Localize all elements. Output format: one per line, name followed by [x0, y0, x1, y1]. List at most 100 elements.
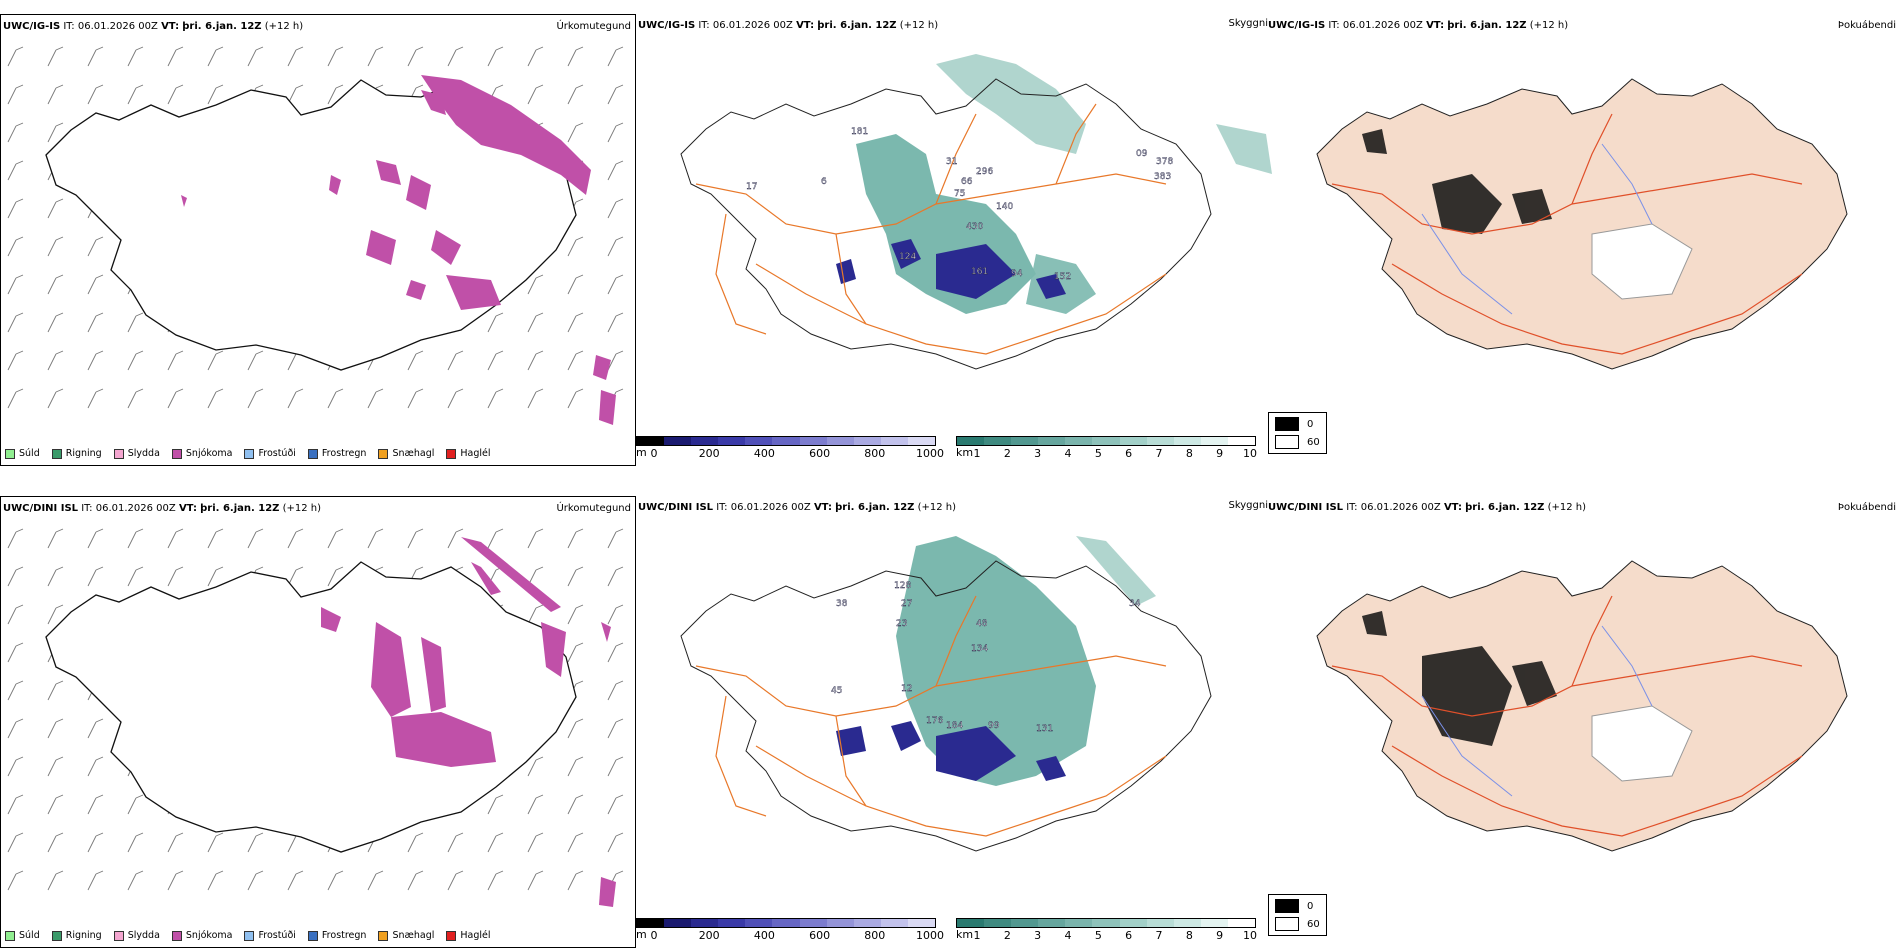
- panel-title: Þokuábendi: [1837, 20, 1896, 31]
- road-network: [1331, 113, 1803, 355]
- colorbar-swatch: [1227, 437, 1256, 445]
- wind-barb: [7, 274, 24, 295]
- wind-barb: [207, 528, 224, 549]
- colorbar-swatch: [1011, 919, 1039, 927]
- wind-barb: [47, 870, 64, 891]
- wind-barb: [167, 350, 184, 371]
- wind-barb: [447, 46, 464, 67]
- visibility-value-label: 430: [966, 222, 983, 232]
- wind-barb: [567, 46, 584, 67]
- snow-areas: [181, 75, 616, 425]
- wind-barb: [527, 756, 544, 777]
- wind-barb: [47, 312, 64, 333]
- legend-item: Haglél: [446, 448, 491, 459]
- visibility-value-label: 383: [1154, 172, 1171, 182]
- wind-barb: [207, 388, 224, 409]
- visibility-value-label: 34: [1129, 599, 1141, 609]
- legend-swatch: [171, 448, 182, 459]
- wind-barb: [567, 642, 584, 663]
- wind-barb: [87, 46, 104, 67]
- wind-barb: [447, 870, 464, 891]
- colorbar-tick-label: 800: [864, 447, 886, 460]
- precip-panel-2: UWC/DINI ISL IT: 06.01.2026 00Z VT: þri.…: [0, 496, 636, 948]
- wind-barb: [567, 528, 584, 549]
- wind-barb: [87, 528, 104, 549]
- wind-barb: [487, 312, 504, 333]
- wind-barb: [367, 870, 384, 891]
- visibility-value-label: 31: [946, 157, 957, 167]
- fog-panel-2: UWC/DINI ISL IT: 06.01.2026 00Z VT: þri.…: [1268, 496, 1900, 948]
- wind-barb: [47, 680, 64, 701]
- wind-barb: [487, 832, 504, 853]
- legend-item: Snjókoma: [171, 448, 232, 459]
- wind-barb: [327, 566, 344, 587]
- visibility-value-label: 27: [901, 599, 912, 609]
- legend-item: Frostúði: [244, 930, 296, 941]
- colorbar-swatch: [853, 437, 881, 445]
- wind-barb: [527, 604, 544, 625]
- colorbar-tick-label: 400: [753, 929, 775, 942]
- wind-barb: [7, 122, 24, 143]
- precip-panel-1: UWC/IG-IS IT: 06.01.2026 00Z VT: þri. 6.…: [0, 14, 636, 466]
- colorbar-tick-label: 7: [1155, 447, 1163, 460]
- elevation-colorbar: 0 200 400 600 800 1000 m: [636, 918, 945, 942]
- fog-key-swatch: [1275, 899, 1299, 913]
- visibility-value-label: 6: [821, 177, 827, 187]
- wind-barb: [127, 388, 144, 409]
- wind-barb: [527, 312, 544, 333]
- visibility-value-label: 134: [971, 644, 988, 654]
- legend-item: Snæhagl: [378, 930, 434, 941]
- road-network: [695, 595, 1167, 837]
- fog-key-swatch: [1275, 917, 1299, 931]
- wind-barb: [207, 84, 224, 105]
- wind-barb: [7, 794, 24, 815]
- colorbar-swatch: [1200, 919, 1228, 927]
- legend-swatch: [378, 930, 389, 941]
- iceland-fog-map: [1316, 78, 1848, 370]
- legend-swatch: [244, 448, 255, 459]
- wind-barb: [527, 832, 544, 853]
- colorbar-swatch: [637, 919, 665, 927]
- wind-barb: [247, 870, 264, 891]
- wind-barb: [87, 84, 104, 105]
- legend-swatch: [446, 448, 457, 459]
- legend-item: Snjókoma: [171, 930, 232, 941]
- wind-barb: [7, 198, 24, 219]
- visibility-value-label: 131: [1036, 724, 1053, 734]
- wind-barb: [47, 832, 64, 853]
- wind-barb: [327, 84, 344, 105]
- colorbar-swatch: [1092, 437, 1120, 445]
- wind-barb: [607, 198, 624, 219]
- visibility-value-label: 161: [971, 267, 988, 277]
- colorbar-swatches: [636, 436, 936, 446]
- colorbar-swatch: [957, 919, 985, 927]
- colorbar-tick-label: 9: [1216, 447, 1224, 460]
- wind-barb: [87, 756, 104, 777]
- colorbar-swatch: [880, 919, 908, 927]
- panel-title: Skyggni: [1228, 500, 1268, 511]
- colorbar-tick-label: 4: [1064, 447, 1072, 460]
- wind-barb: [567, 604, 584, 625]
- legend-item: Frostúði: [244, 448, 296, 459]
- wind-barb: [607, 84, 624, 105]
- iceland-visibility-map: 38 128 27 23 48 134 12 45 176 184 99 131 34: [680, 536, 1212, 852]
- wind-barb: [87, 350, 104, 371]
- legend-swatch: [113, 930, 124, 941]
- visibility-value-label: 94: [1011, 269, 1023, 279]
- wind-barb: [567, 566, 584, 587]
- wind-barb: [607, 642, 624, 663]
- wind-barb: [7, 350, 24, 371]
- wind-barb: [607, 604, 624, 625]
- wind-barb: [47, 756, 64, 777]
- wind-barb: [87, 274, 104, 295]
- fog-dark-areas: [1362, 129, 1552, 234]
- colorbar-ticks: 0 200 400 600 800 1000: [636, 928, 945, 942]
- wind-barb: [127, 312, 144, 333]
- colorbar-tick-label: 2: [1003, 929, 1011, 942]
- wind-barb: [47, 604, 64, 625]
- wind-barb: [527, 350, 544, 371]
- colorbar-swatch: [772, 919, 800, 927]
- colorbar-swatch: [907, 437, 936, 445]
- wind-barb: [287, 46, 304, 67]
- wind-barb: [47, 350, 64, 371]
